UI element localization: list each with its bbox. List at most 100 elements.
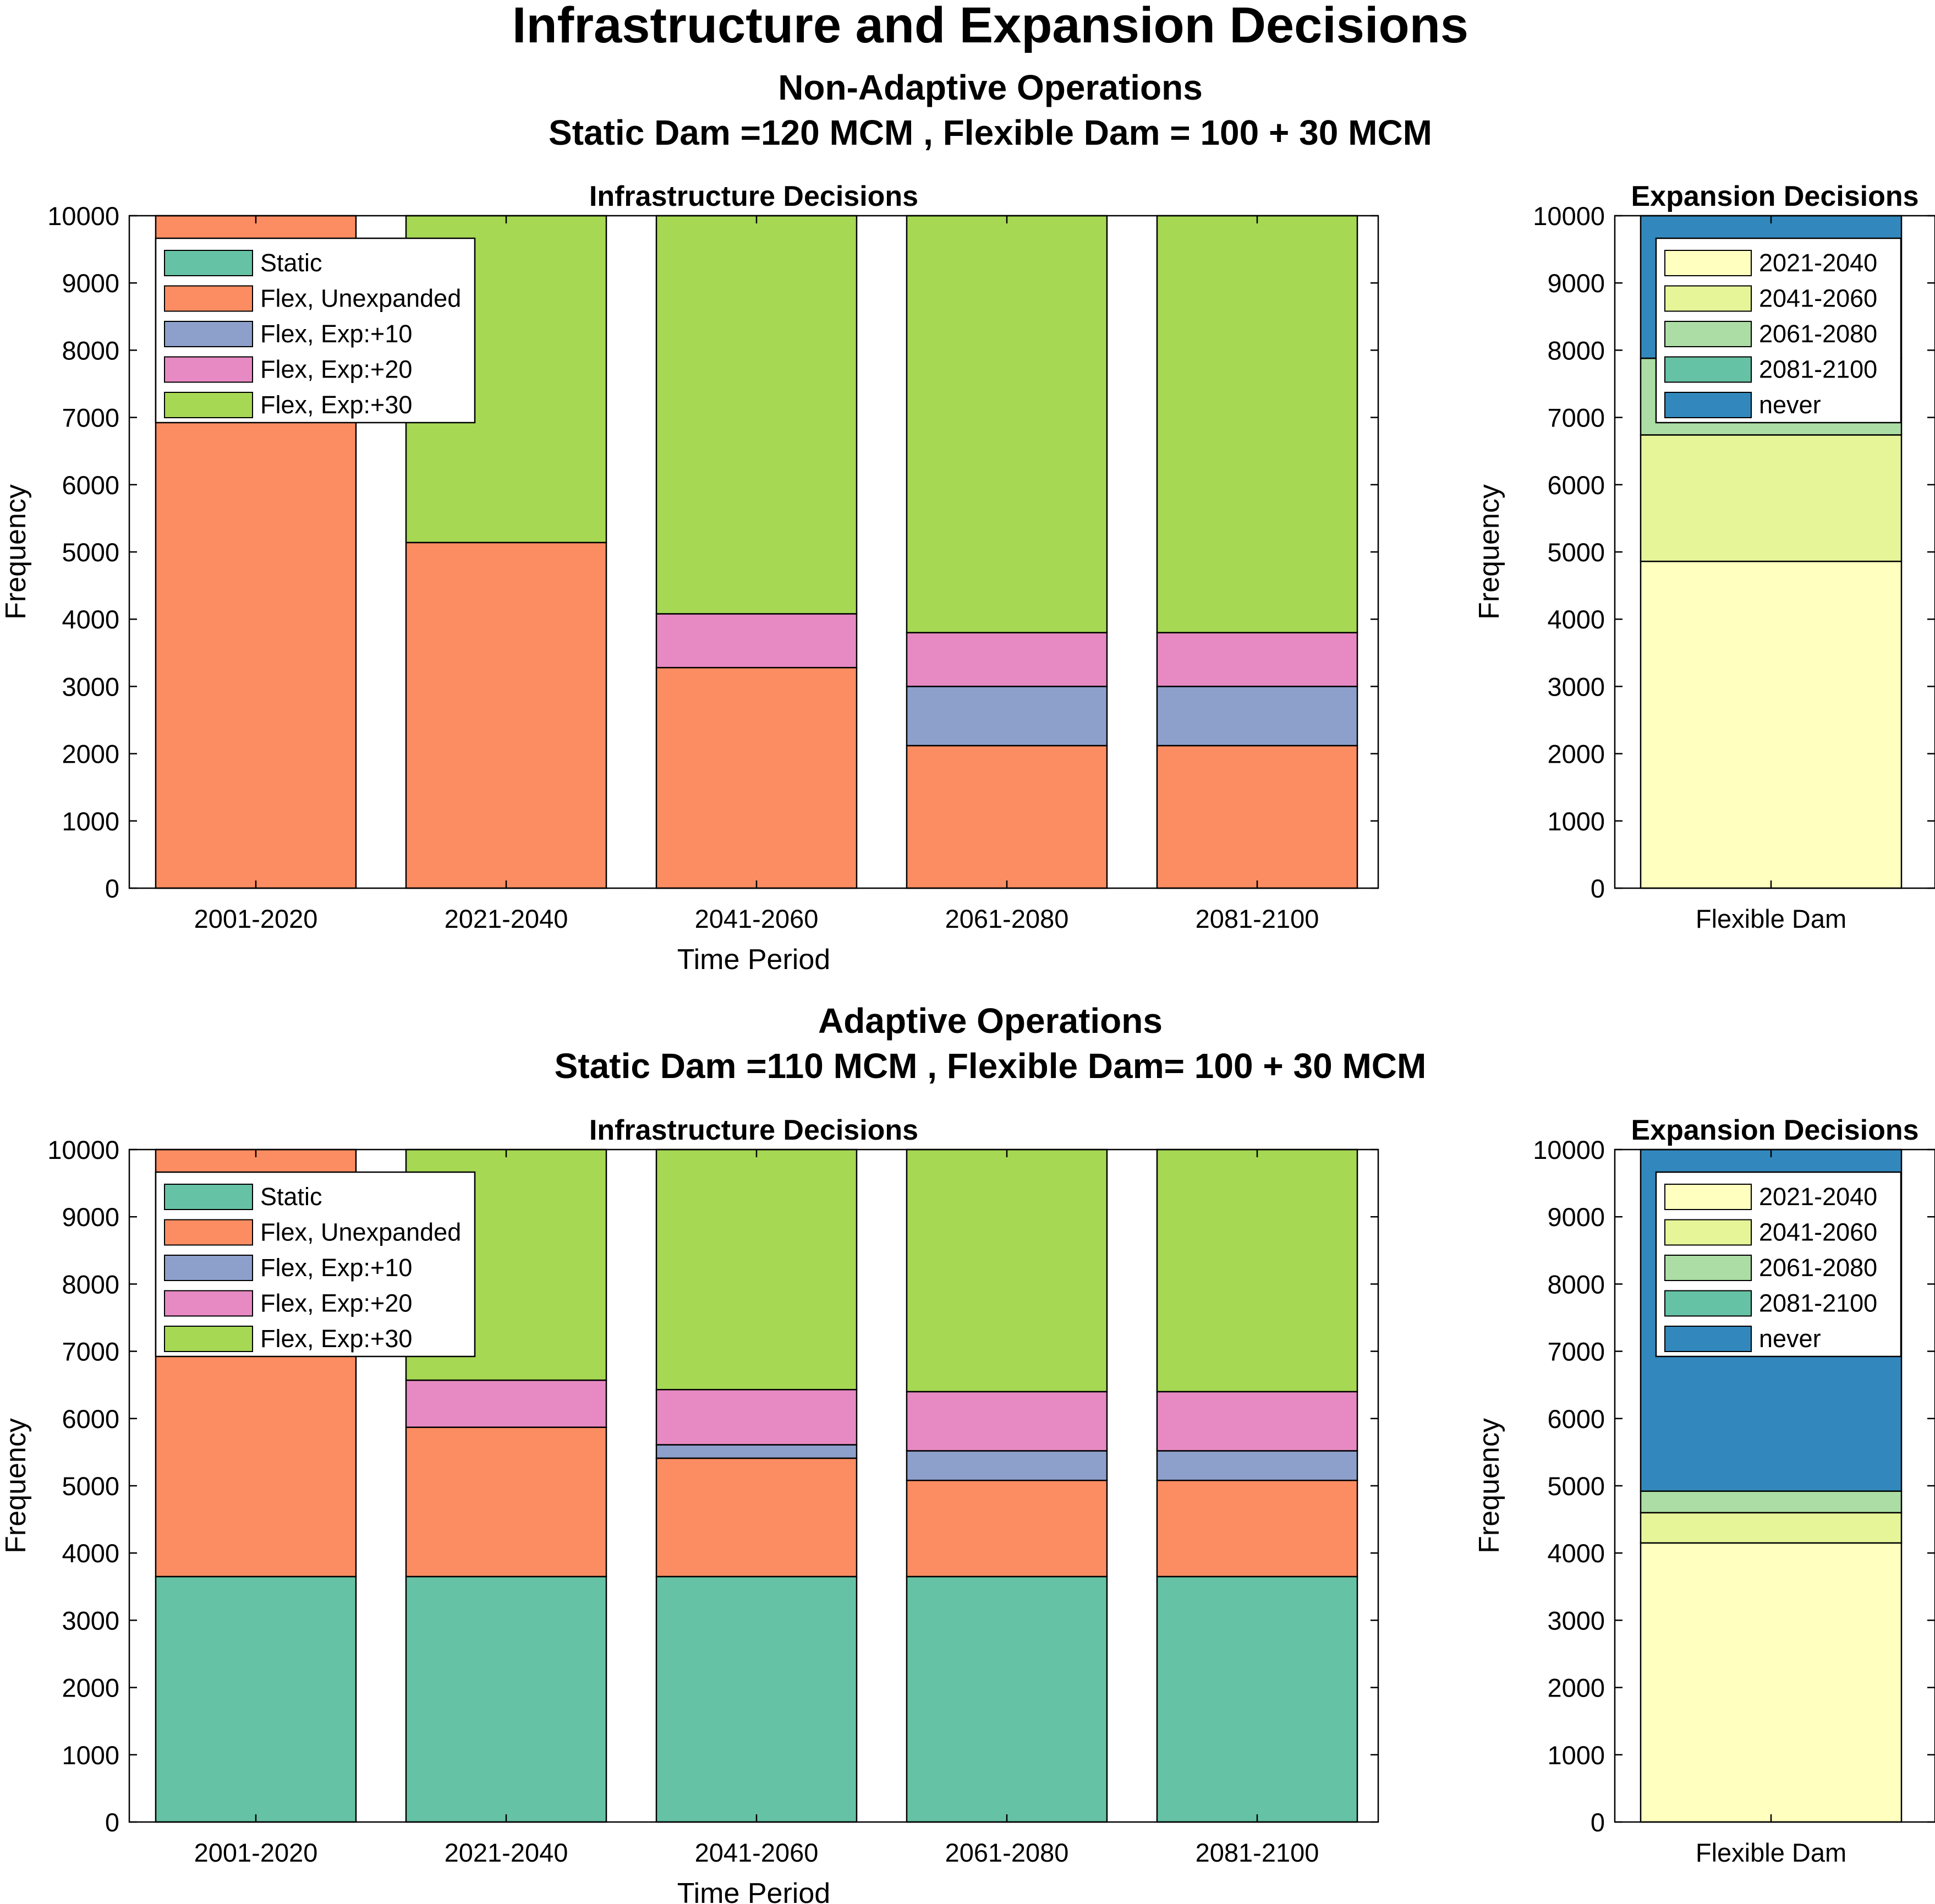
bar-segment xyxy=(655,666,858,889)
bar-segment xyxy=(906,1575,1108,1823)
y-axis-label: Frequency xyxy=(1473,1418,1505,1553)
bar-segment xyxy=(1156,1450,1358,1481)
bar-segment xyxy=(655,613,858,669)
x-tick-label: 2041-2060 xyxy=(695,904,819,933)
bar-segment xyxy=(1156,1148,1358,1393)
x-tick-label: 2061-2080 xyxy=(945,1838,1069,1867)
section-subtitle-non-adaptive: Static Dam =120 MCM , Flexible Dam = 100… xyxy=(549,113,1432,152)
y-tick-label: 3000 xyxy=(62,1606,119,1635)
bar-segment xyxy=(405,541,607,889)
main-title: Infrastructure and Expansion Decisions xyxy=(512,0,1469,53)
y-axis-label: Frequency xyxy=(1473,484,1505,620)
bar-segment xyxy=(405,1379,607,1428)
bar-segment xyxy=(906,215,1108,633)
x-tick-label: Flexible Dam xyxy=(1696,904,1846,933)
legend-swatch xyxy=(164,1255,253,1281)
legend-swatch xyxy=(164,321,253,347)
y-tick-label: 10000 xyxy=(47,201,119,231)
legend-label: Flex, Exp:+20 xyxy=(260,355,412,384)
y-tick-label: 7000 xyxy=(1547,403,1605,433)
y-tick-label: 6000 xyxy=(1547,1404,1605,1434)
legend-label: 2081-2100 xyxy=(1759,355,1877,384)
legend-swatch xyxy=(164,392,253,418)
y-tick-label: 0 xyxy=(1591,1808,1605,1837)
bar-segment xyxy=(906,632,1108,687)
bar-segment xyxy=(906,1479,1108,1578)
y-tick-label: 9000 xyxy=(62,1202,119,1232)
x-tick-label: 2001-2020 xyxy=(194,904,318,933)
legend-label: Flex, Exp:+30 xyxy=(260,391,412,419)
legend-label: Flex, Unexpanded xyxy=(260,1218,461,1246)
legend-label: 2061-2080 xyxy=(1759,320,1877,348)
y-tick-label: 7000 xyxy=(62,403,119,433)
legend-swatch xyxy=(1664,1184,1752,1210)
legend-swatch xyxy=(164,356,253,383)
y-tick-label: 8000 xyxy=(1547,1270,1605,1299)
legend-swatch xyxy=(164,1184,253,1210)
y-tick-label: 8000 xyxy=(62,1270,119,1299)
y-axis-label: Frequency xyxy=(0,1418,32,1553)
bar-segment xyxy=(1156,215,1358,633)
bar-segment xyxy=(906,745,1108,889)
y-tick-label: 6000 xyxy=(1547,470,1605,500)
x-tick-label: 2061-2080 xyxy=(945,904,1069,933)
y-tick-label: 10000 xyxy=(1533,201,1605,231)
legend-label: 2081-2100 xyxy=(1759,1289,1877,1317)
legend-swatch xyxy=(1664,392,1752,418)
legend-swatch xyxy=(164,1290,253,1317)
y-tick-label: 2000 xyxy=(1547,1673,1605,1703)
legend-label: Static xyxy=(260,249,322,277)
y-tick-label: 5000 xyxy=(62,538,119,567)
section-subtitle-adaptive: Static Dam =110 MCM , Flexible Dam= 100 … xyxy=(554,1046,1427,1086)
bar-segment xyxy=(655,1457,858,1578)
bar-segment xyxy=(155,1575,357,1823)
bar-segment xyxy=(906,686,1108,747)
y-tick-label: 5000 xyxy=(1547,1471,1605,1501)
y-tick-label: 1000 xyxy=(1547,807,1605,836)
x-tick-label: 2021-2040 xyxy=(445,1838,568,1867)
bar-segment xyxy=(1640,560,1903,889)
bar-segment xyxy=(906,1148,1108,1393)
y-tick-label: 8000 xyxy=(62,336,119,365)
legend-label: 2041-2060 xyxy=(1759,284,1877,313)
legend-swatch xyxy=(1664,356,1752,383)
legend-swatch xyxy=(1664,1326,1752,1352)
section-title-non-adaptive: Non-Adaptive Operations xyxy=(778,68,1203,107)
y-tick-label: 8000 xyxy=(1547,336,1605,365)
bar-segment xyxy=(655,1148,858,1391)
bar-segment xyxy=(1640,434,1903,562)
bar-segment xyxy=(1640,1542,1903,1823)
y-tick-label: 4000 xyxy=(1547,1539,1605,1568)
bar-segment xyxy=(1156,1391,1358,1452)
legend-swatch xyxy=(1664,1255,1752,1281)
y-tick-label: 3000 xyxy=(1547,1606,1605,1635)
legend-label: 2061-2080 xyxy=(1759,1254,1877,1282)
y-tick-label: 6000 xyxy=(62,1404,119,1434)
y-tick-label: 10000 xyxy=(1533,1135,1605,1164)
y-tick-label: 9000 xyxy=(1547,269,1605,298)
y-tick-label: 4000 xyxy=(62,605,119,634)
chart-title: Expansion Decisions xyxy=(1631,180,1918,212)
legend-label: never xyxy=(1759,1325,1821,1353)
y-tick-label: 9000 xyxy=(1547,1202,1605,1232)
legend-swatch xyxy=(1664,1219,1752,1246)
y-tick-label: 2000 xyxy=(62,1673,119,1703)
y-tick-label: 0 xyxy=(105,874,119,903)
x-tick-label: 2081-2100 xyxy=(1196,1838,1319,1867)
y-tick-label: 7000 xyxy=(1547,1337,1605,1366)
y-tick-label: 1000 xyxy=(62,807,119,836)
bar-segment xyxy=(1156,686,1358,747)
legend-swatch xyxy=(1664,250,1752,276)
legend-swatch xyxy=(1664,321,1752,347)
legend-label: 2021-2040 xyxy=(1759,1183,1877,1211)
chart-title: Infrastructure Decisions xyxy=(589,1114,918,1146)
bar-segment xyxy=(405,1426,607,1578)
legend-swatch xyxy=(164,1219,253,1246)
legend-label: never xyxy=(1759,391,1821,419)
legend-swatch xyxy=(164,250,253,276)
y-tick-label: 9000 xyxy=(62,269,119,298)
x-tick-label: Flexible Dam xyxy=(1696,1838,1846,1867)
bar-segment xyxy=(906,1450,1108,1481)
bar-segment xyxy=(1156,1575,1358,1823)
